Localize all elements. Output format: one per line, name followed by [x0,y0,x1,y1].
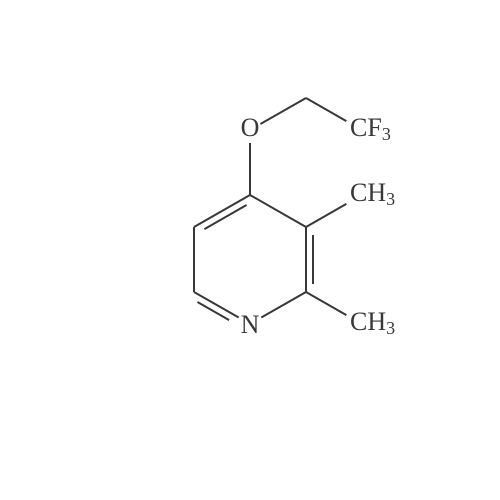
atom-CH3-bottom: CH3 [350,307,395,338]
bond-CH2-CF3 [306,98,346,121]
bond-O-CH2 [260,98,306,124]
bond [194,195,250,227]
bond-CH3-top [306,204,346,227]
ring-bond [250,195,306,227]
atom-CH3-top: CH3 [350,178,395,209]
atom-N: N [241,310,260,339]
atom-CF3: CF3 [350,113,391,144]
ring-bond-inner [197,302,229,320]
bond-CH3-bottom [306,292,346,315]
atom-O: O [241,113,260,142]
ring-bond [261,292,306,318]
